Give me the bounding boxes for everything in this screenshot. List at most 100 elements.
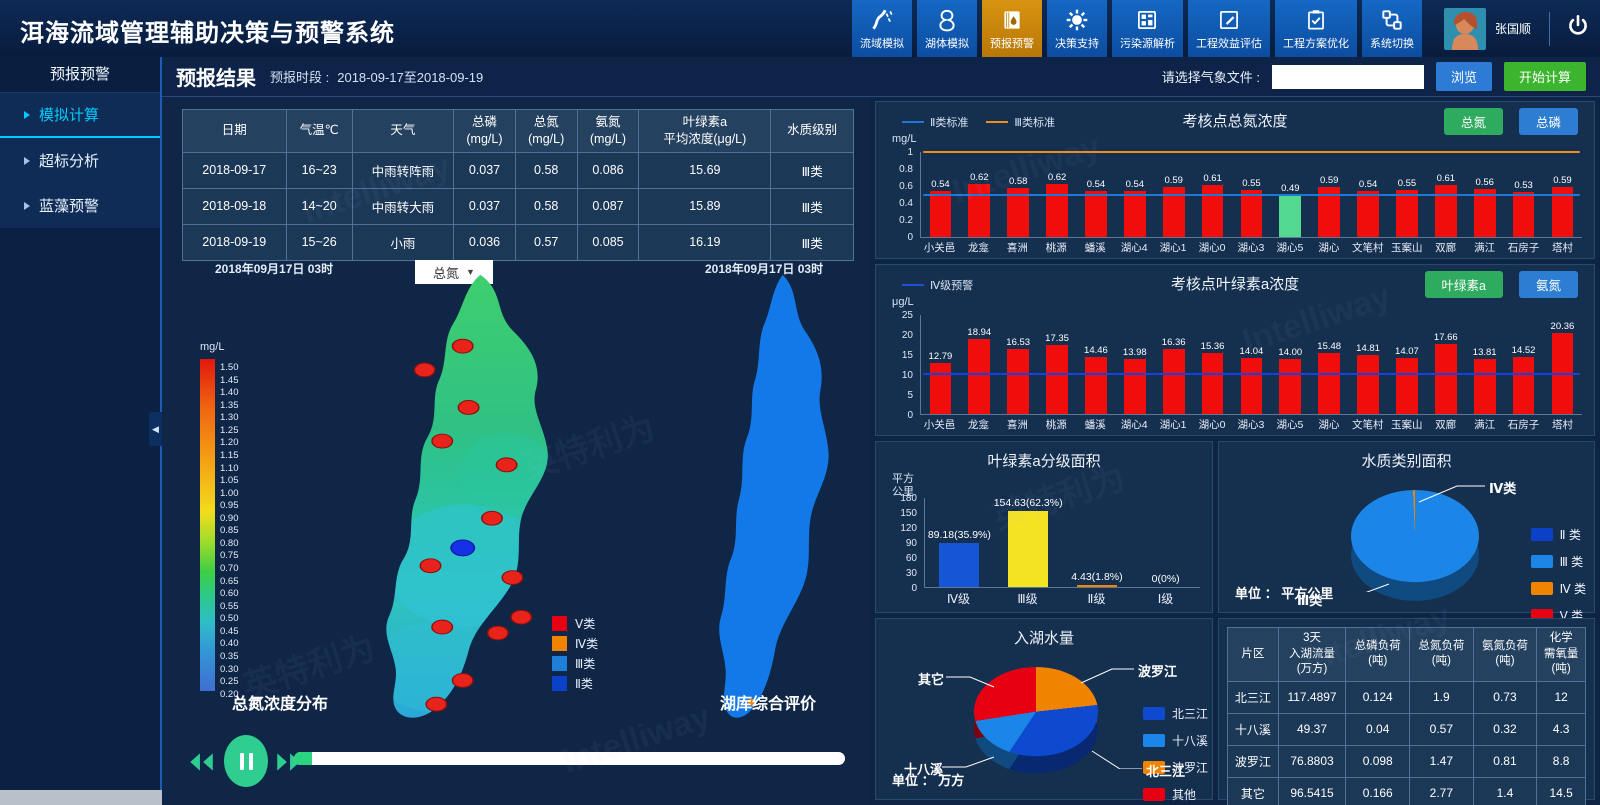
bar-value-label: 14.52 xyxy=(1511,344,1536,356)
table-row: 其它 96.5415 0.166 2.77 1.4 14.5 xyxy=(1227,776,1586,805)
x-category-label: 湖心4 xyxy=(1120,419,1148,431)
table-cell: 1.4 xyxy=(1472,776,1538,805)
browse-button[interactable]: 浏览 xyxy=(1435,62,1492,91)
tn-distribution-map[interactable] xyxy=(290,269,612,724)
bar-value-label: 14.04 xyxy=(1239,346,1264,358)
bar-value-label: 15.48 xyxy=(1317,340,1342,352)
sidebar-title: 预报预警 xyxy=(0,57,160,93)
nav-tile-5[interactable]: 污染源解析 xyxy=(1111,0,1183,57)
table-cell: 0.124 xyxy=(1345,680,1411,714)
tn-chart-legend: Ⅱ类标准 Ⅲ类标准 xyxy=(902,114,1055,130)
bar-value-label: 16.36 xyxy=(1161,337,1186,349)
threshold-line xyxy=(923,151,1580,153)
rewind-icon xyxy=(186,751,216,773)
table-cell: 0.037 xyxy=(453,187,516,225)
inflow-pie xyxy=(974,667,1098,791)
sidebar-collapse-button[interactable]: ◀ xyxy=(149,412,162,446)
x-category-label: Ⅱ级 xyxy=(1087,592,1106,606)
weather-file-input[interactable] xyxy=(1271,64,1424,89)
pie-slice-label: 其它 xyxy=(918,672,945,687)
legend-swatch xyxy=(1142,788,1165,801)
x-category-label: 湖心1 xyxy=(1159,419,1187,431)
sidebar: 预报预警 模拟计算超标分析蓝藻预警 ◀ xyxy=(0,57,162,805)
bar-value-label: 0.54 xyxy=(931,179,950,191)
table-cell: 0.57 xyxy=(1409,712,1474,746)
nav-tile-1[interactable]: 流域模拟 xyxy=(851,0,912,57)
nav-tile-7[interactable]: 工程方案优化 xyxy=(1274,0,1357,57)
x-category-label: 蟠溪 xyxy=(1084,419,1106,431)
bar xyxy=(1279,195,1302,237)
table-cell: 0.32 xyxy=(1472,712,1538,746)
x-category-label: 龙龛 xyxy=(967,242,989,254)
table-cell: 中雨转大雨 xyxy=(351,187,455,225)
bar xyxy=(1085,191,1107,237)
bar xyxy=(1473,189,1496,237)
table-cell: 0.04 xyxy=(1345,712,1411,746)
sidebar-item-default[interactable]: 蓝藻预警 xyxy=(0,183,160,228)
pie-slice-label: Ⅲ类 xyxy=(1297,593,1323,608)
bar-value-label: 89.18(35.9%) xyxy=(927,528,991,541)
nav-tile-8[interactable]: 系统切换 xyxy=(1361,0,1422,57)
bar xyxy=(1162,349,1185,414)
x-category-label: 湖心0 xyxy=(1198,419,1226,431)
bar xyxy=(1512,356,1535,414)
table-cell: Ⅲ类 xyxy=(770,151,854,189)
x-category-label: 石房子 xyxy=(1507,419,1540,431)
water-class-legend: Ⅴ类 Ⅳ类 Ⅲ类 Ⅱ类 xyxy=(552,615,598,692)
table-cell: 4.3 xyxy=(1536,712,1586,746)
user-name: 张国顺 xyxy=(1494,22,1531,36)
table-cell: 0.085 xyxy=(576,223,640,261)
sidebar-item-label: 超标分析 xyxy=(39,153,100,170)
power-button[interactable] xyxy=(1556,0,1600,57)
topbar: 预报结果 预报时段 : 2018-09-17至2018-09-19 请选择气象文… xyxy=(162,57,1600,97)
bar-value-label: 0.53 xyxy=(1514,179,1533,191)
bar-value-label: 0(0%) xyxy=(1151,573,1180,585)
nav-tile-label: 污染源解析 xyxy=(1119,38,1175,50)
nav-tile-label: 预报预警 xyxy=(989,38,1034,50)
bar-value-label: 0.61 xyxy=(1203,173,1222,185)
sidebar-item-default[interactable]: 超标分析 xyxy=(0,138,160,183)
nav-tile-4[interactable]: 决策支持 xyxy=(1046,0,1107,57)
x-category-label: 满江 xyxy=(1474,242,1496,254)
tn-chart-buttons: 总氮 总磷 xyxy=(1443,108,1578,135)
timeline-progress-bar[interactable] xyxy=(294,752,845,765)
table-row: 2018-09-17 16~23 中雨转阵雨 0.037 0.58 0.086 15.69 Ⅲ… xyxy=(182,151,854,189)
table-cell: 0.58 xyxy=(514,151,578,189)
horizontal-scrollbar[interactable] xyxy=(0,790,162,805)
legend-item: Ⅳ 类 xyxy=(1530,580,1586,597)
bar xyxy=(968,339,991,414)
weather-file-label: 请选择气象文件 : xyxy=(1161,70,1260,85)
chart-toggle-button[interactable]: 氨氮 xyxy=(1518,271,1578,298)
column-header: 日期 xyxy=(182,109,287,153)
bar xyxy=(1046,345,1068,414)
x-category-label: 湖心3 xyxy=(1237,419,1265,431)
nav-tile-3[interactable]: 预报预警 xyxy=(981,0,1042,57)
lake-evaluation-map[interactable] xyxy=(654,269,872,724)
x-category-label: 塔村 xyxy=(1551,419,1573,431)
colorbar-ticks: 1.50 1.45 1.40 1.35 1.30 1.25 1.20 1.15 1.10 1.05… xyxy=(220,362,239,700)
chart-toggle-button[interactable]: 总氮 xyxy=(1443,108,1503,135)
sidebar-menu: 模拟计算超标分析蓝藻预警 xyxy=(0,93,160,228)
pie-slice-label: 波罗江 xyxy=(1138,664,1178,679)
x-category-label: 喜洲 xyxy=(1006,242,1028,254)
decision-gear-icon xyxy=(1064,7,1090,33)
legend-item: Ⅲ 类 xyxy=(1530,553,1586,570)
y-ticks: 1 0.8 0.6 0.4 0.2 0 xyxy=(899,146,913,244)
start-calc-button[interactable]: 开始计算 xyxy=(1503,62,1586,91)
bar-value-label: 0.62 xyxy=(1047,172,1067,184)
table-cell: 0.166 xyxy=(1345,776,1411,805)
app-header: 洱海流域管理辅助决策与预警系统 流域模拟 湖体模拟 预报预警 决策支持 污染源解析 工程效… xyxy=(0,0,1600,57)
sidebar-item-active[interactable]: 模拟计算 xyxy=(0,93,160,138)
chart-toggle-button[interactable]: 总磷 xyxy=(1518,108,1578,135)
edit-evaluate-icon xyxy=(1216,7,1242,33)
user-box[interactable]: 张国顺 xyxy=(1432,0,1543,57)
table-cell: 0.57 xyxy=(514,223,578,261)
panel-chla-concentration: Ⅳ级预警 考核点叶绿素a浓度 叶绿素a 氨氮 μg/L 25 20 15 10 5 0 12.… xyxy=(875,264,1595,436)
nav-tile-6[interactable]: 工程效益评估 xyxy=(1187,0,1270,57)
chart-toggle-button[interactable]: 叶绿素a xyxy=(1424,271,1503,298)
pause-button[interactable] xyxy=(224,735,268,787)
nav-tile-2[interactable]: 湖体模拟 xyxy=(916,0,977,57)
bar xyxy=(1512,191,1535,237)
rewind-button[interactable] xyxy=(186,751,216,773)
legend-item: Ⅱ 类 xyxy=(1530,526,1586,543)
